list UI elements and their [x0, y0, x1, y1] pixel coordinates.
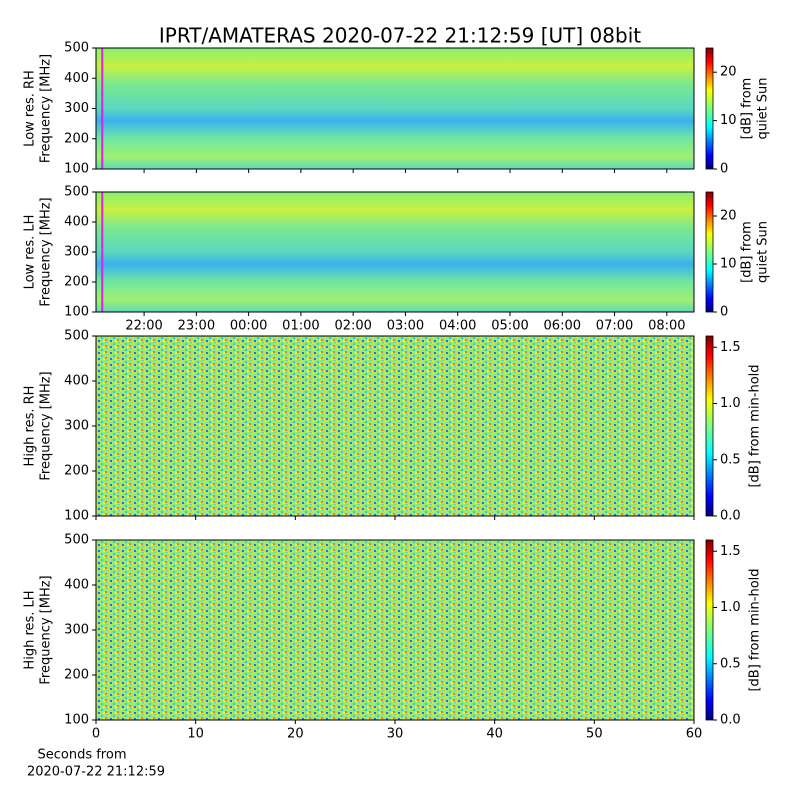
colorbar-tick-label: 10 — [720, 113, 737, 128]
x-axis-label: 2020-07-22 21:12:59 — [27, 765, 165, 780]
colorbar — [705, 191, 714, 313]
y-tick-label: 200 — [64, 275, 89, 290]
x-tick-label: 03:00 — [387, 319, 424, 334]
y-axis-label: Frequency [MHz] — [39, 54, 54, 163]
colorbar-label: [dB] from — [740, 221, 755, 283]
y-tick-label: 100 — [64, 305, 89, 320]
x-tick-label: 01:00 — [282, 319, 319, 334]
x-tick-label: 22:00 — [125, 319, 162, 334]
y-tick-label: 100 — [64, 509, 89, 524]
x-tick-label: 06:00 — [544, 319, 581, 334]
x-tick-label: 40 — [486, 727, 503, 742]
colorbar-tick-label: 0.0 — [720, 713, 741, 728]
colorbar-tick-label: 0.0 — [720, 509, 741, 524]
x-tick-label: 20 — [287, 727, 304, 742]
y-tick-label: 400 — [64, 71, 89, 86]
x-tick-label: 50 — [586, 727, 603, 742]
y-tick-label: 400 — [64, 374, 89, 389]
colorbar-tick-label: 0.5 — [720, 452, 741, 467]
y-axis-label: Frequency [MHz] — [39, 575, 54, 684]
x-tick-label: 60 — [686, 727, 703, 742]
y-axis-label: Frequency [MHz] — [39, 371, 54, 480]
y-tick-label: 200 — [64, 668, 89, 683]
colorbar-tick-label: 20 — [720, 65, 737, 80]
spectrogram — [96, 540, 694, 720]
y-tick-label: 200 — [64, 464, 89, 479]
colorbar-tick-label: 0 — [720, 162, 728, 177]
x-axis-label: Seconds from — [37, 748, 126, 763]
x-tick-label: 05:00 — [491, 319, 528, 334]
colorbar-tick-label: 20 — [720, 209, 737, 224]
colorbar-label: [dB] from — [740, 78, 755, 140]
y-axis-label: Frequency [MHz] — [39, 197, 54, 306]
y-tick-label: 100 — [64, 713, 89, 728]
colorbar-tick-label: 10 — [720, 257, 737, 272]
y-tick-label: 300 — [64, 245, 89, 260]
y-tick-label: 500 — [64, 185, 89, 200]
y-tick-label: 500 — [64, 41, 89, 56]
x-tick-label: 02:00 — [334, 319, 371, 334]
colorbar-tick-label: 0 — [720, 305, 728, 320]
x-tick-label: 30 — [387, 727, 404, 742]
colorbar-tick-label: 1.5 — [720, 544, 741, 559]
x-tick-label: 23:00 — [178, 319, 215, 334]
spectrogram — [96, 192, 694, 312]
colorbar — [705, 335, 714, 517]
y-tick-label: 400 — [64, 215, 89, 230]
y-tick-label: 400 — [64, 578, 89, 593]
y-axis-label: High res. RH — [23, 386, 38, 467]
colorbar-tick-label: 1.0 — [720, 600, 741, 615]
colorbar — [705, 47, 714, 170]
y-tick-label: 100 — [64, 162, 89, 177]
y-tick-label: 500 — [64, 533, 89, 548]
y-tick-label: 300 — [64, 101, 89, 116]
colorbar-tick-label: 0.5 — [720, 656, 741, 671]
colorbar-label: [dB] from min-hold — [748, 568, 763, 691]
y-tick-label: 300 — [64, 623, 89, 638]
spectrogram — [96, 336, 694, 516]
y-axis-label: Low res. LH — [23, 215, 38, 290]
colorbar-tick-label: 1.5 — [720, 340, 741, 355]
spectrogram — [96, 48, 694, 169]
y-axis-label: Low res. RH — [23, 70, 38, 147]
colorbar-tick-label: 1.0 — [720, 396, 741, 411]
x-tick-label: 0 — [92, 727, 100, 742]
y-axis-label: High res. LH — [23, 590, 38, 669]
y-tick-label: 500 — [64, 329, 89, 344]
colorbar — [705, 539, 714, 721]
x-tick-label: 10 — [187, 727, 204, 742]
y-tick-label: 200 — [64, 131, 89, 146]
x-tick-label: 07:00 — [596, 319, 633, 334]
x-tick-label: 04:00 — [439, 319, 476, 334]
y-tick-label: 300 — [64, 419, 89, 434]
x-tick-label: 00:00 — [230, 319, 267, 334]
colorbar-label: [dB] from min-hold — [748, 364, 763, 487]
colorbar-label: quiet Sun — [756, 77, 771, 139]
chart-title: IPRT/AMATERAS 2020-07-22 21:12:59 [UT] 0… — [159, 24, 641, 48]
x-tick-label: 08:00 — [648, 319, 685, 334]
colorbar-label: quiet Sun — [756, 221, 771, 283]
